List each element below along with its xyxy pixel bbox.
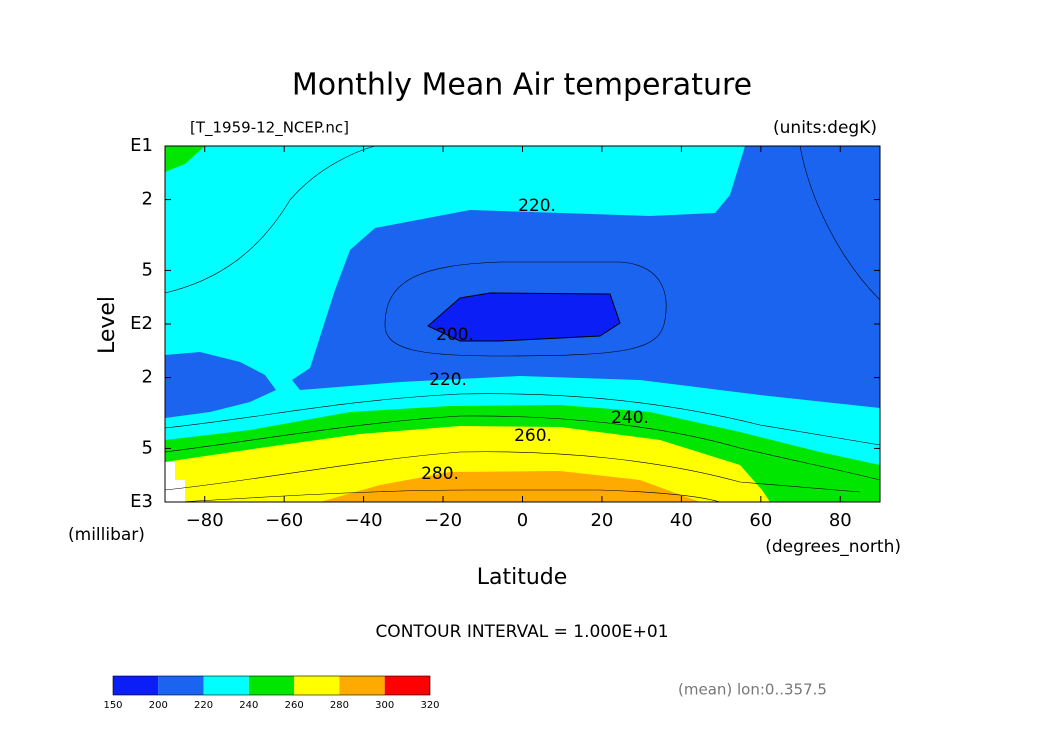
x-tick-label: 20 [590, 510, 613, 531]
colorbar-label: 200 [149, 700, 168, 711]
contour-interval: CONTOUR INTERVAL = 1.000E+01 [375, 622, 668, 642]
colorbar-swatch [113, 676, 159, 695]
contour-line [164, 393, 881, 446]
contour-line [799, 145, 881, 301]
colorbar-label: 280 [330, 700, 349, 711]
colorbar-label: 220 [194, 700, 213, 711]
subtitle: [T_1959-12_NCEP.nc] [190, 119, 349, 138]
contour-line [164, 145, 376, 294]
contour-line [179, 489, 721, 503]
y-tick-label: 2 [142, 189, 153, 210]
x-tick-label: −80 [186, 510, 224, 531]
y-tick-label: E2 [130, 313, 153, 334]
colorbar-label: 240 [239, 700, 258, 711]
y-axis-label: Level [95, 296, 120, 354]
colorbar-swatch [248, 676, 295, 695]
colorbar-frame [112, 675, 431, 696]
contour-label: 200. [436, 325, 474, 345]
y-tick-label: E1 [130, 135, 153, 156]
chart-title: Monthly Mean Air temperature [292, 68, 752, 103]
colorbar-swatch [203, 676, 249, 695]
x-tick-label: 40 [670, 510, 693, 531]
colorbar-swatch [339, 676, 385, 695]
colorbar-swatch [158, 676, 204, 695]
contour-line [164, 451, 861, 493]
contour-label: 280. [421, 464, 459, 484]
units: (units:degK) [773, 118, 877, 138]
contour-region [320, 471, 700, 502]
contour-line [164, 415, 881, 481]
colorbar-label: 150 [103, 700, 122, 711]
y-unit-label: (millibar) [68, 525, 145, 545]
colorbar-swatch [294, 676, 340, 695]
y-tick-label: 5 [142, 437, 153, 458]
y-tick-label: E3 [130, 491, 153, 512]
x-tick-label: 0 [517, 510, 528, 531]
colorbar-label: 320 [420, 700, 439, 711]
x-tick-label: −40 [345, 510, 383, 531]
colorbar-label: 300 [375, 700, 394, 711]
x-tick-label: −20 [424, 510, 462, 531]
x-tick-label: 80 [829, 510, 852, 531]
contour-label: 220. [429, 370, 467, 390]
contour-label: 240. [611, 408, 649, 428]
contour-label: 220. [518, 196, 556, 216]
x-tick-label: −60 [265, 510, 303, 531]
x-unit-label: (degrees_north) [765, 537, 901, 557]
x-axis-label: Latitude [477, 565, 568, 590]
contour-region [165, 352, 276, 418]
contour-region [165, 146, 205, 172]
colorbar-swatch [384, 676, 430, 695]
contour-line [384, 261, 667, 357]
y-tick-label: 2 [142, 367, 153, 388]
y-tick-label: 5 [142, 259, 153, 280]
footnote: (mean) lon:0..357.5 [678, 681, 827, 699]
colorbar-label: 260 [285, 700, 304, 711]
contour-label: 260. [514, 426, 552, 446]
contour-region [427, 292, 621, 342]
contour-region [165, 146, 880, 502]
x-tick-label: 60 [749, 510, 772, 531]
missing-area [165, 462, 185, 502]
